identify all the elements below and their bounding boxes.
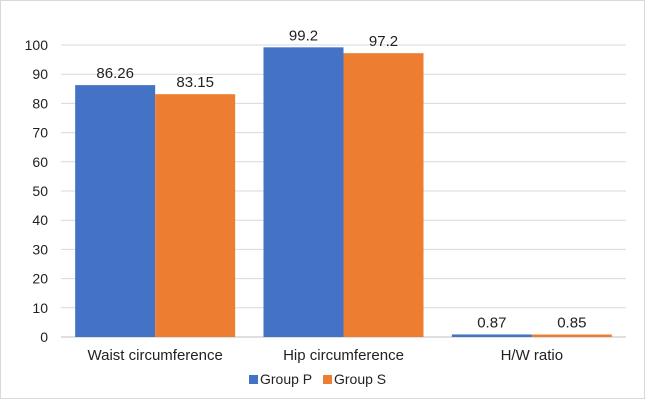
y-tick-label: 20	[32, 271, 48, 287]
bar-group-p-1	[75, 85, 156, 338]
bar-group-p-2	[263, 47, 344, 337]
label-layer: 0 10 20 30 40 50 60 70 80 90 100 86.26 83.15 Waist ci…	[25, 27, 587, 364]
y-tick-label: 90	[32, 66, 48, 82]
legend-swatch-group-s	[323, 375, 332, 384]
y-tick-label: 70	[32, 125, 48, 141]
data-label: 97.2	[369, 33, 398, 50]
x-category-label: Waist circumference	[88, 347, 223, 364]
data-label: 99.2	[289, 27, 318, 44]
legend-label: Group S	[334, 371, 386, 387]
legend: Group P Group S	[249, 371, 386, 387]
data-label: 0.85	[557, 315, 586, 332]
legend-swatch-group-p	[249, 375, 258, 384]
bar-layer	[75, 47, 612, 338]
bar-group-p-3	[451, 334, 532, 337]
y-tick-label: 60	[32, 154, 48, 170]
y-tick-label: 100	[25, 37, 49, 53]
data-label: 0.87	[477, 314, 506, 331]
bar-group-s-1	[155, 94, 236, 338]
x-category-label: Hip circumference	[283, 347, 404, 364]
data-label: 86.26	[96, 65, 134, 82]
legend-label: Group P	[260, 371, 312, 387]
y-tick-label: 30	[32, 241, 48, 257]
data-label: 83.15	[176, 74, 214, 91]
bar-group-s-2	[343, 53, 424, 338]
x-category-label: H/W ratio	[501, 347, 564, 364]
y-tick-label: 0	[40, 329, 48, 345]
y-tick-label: 50	[32, 183, 48, 199]
y-tick-label: 80	[32, 95, 48, 111]
y-tick-label: 10	[32, 300, 48, 316]
bar-group-s-3	[531, 334, 612, 337]
y-tick-label: 40	[32, 212, 48, 228]
